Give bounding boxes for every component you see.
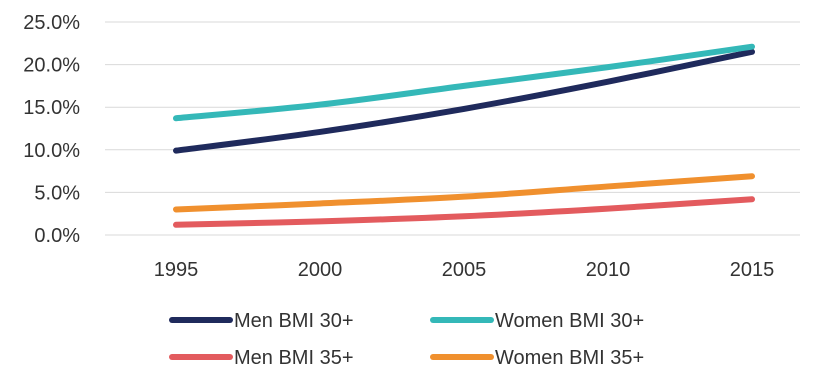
gridlines [105,21,800,236]
x-tick-label: 2010 [586,259,631,281]
legend-label: Women BMI 30+ [495,310,644,332]
y-tick-label: 25.0% [23,12,80,34]
legend-item-men-bmi-35: Men BMI 35+ [169,347,354,369]
y-tick-label: 5.0% [34,182,80,204]
legend-label: Men BMI 35+ [234,347,354,369]
x-tick-label: 2015 [730,259,775,281]
y-tick-label: 10.0% [23,140,80,162]
x-axis-ticks: 1995 2000 2005 2010 2015 [154,259,775,281]
y-tick-label: 20.0% [23,55,80,77]
series-line-men-bmi-30 [173,48,755,154]
x-tick-label: 2005 [442,259,487,281]
legend-label: Women BMI 35+ [495,347,644,369]
legend-item-men-bmi-30: Men BMI 30+ [169,310,354,332]
series-line-women-bmi-30 [173,43,755,122]
y-tick-label: 0.0% [34,225,80,247]
series-line-women-bmi-35 [173,173,755,213]
y-tick-label: 15.0% [23,97,80,119]
legend-label: Men BMI 30+ [234,310,354,332]
y-axis-ticks: 0.0% 5.0% 10.0% 15.0% 20.0% 25.0% [23,12,80,247]
series-line-men-bmi-35 [173,196,755,228]
x-tick-label: 1995 [154,259,199,281]
legend: Men BMI 30+ Women BMI 30+ Men BMI 35+ Women… [169,310,644,369]
series-lines [173,43,755,228]
legend-item-women-bmi-35: Women BMI 35+ [430,347,644,369]
legend-item-women-bmi-30: Women BMI 30+ [430,310,644,332]
x-tick-label: 2000 [298,259,343,281]
